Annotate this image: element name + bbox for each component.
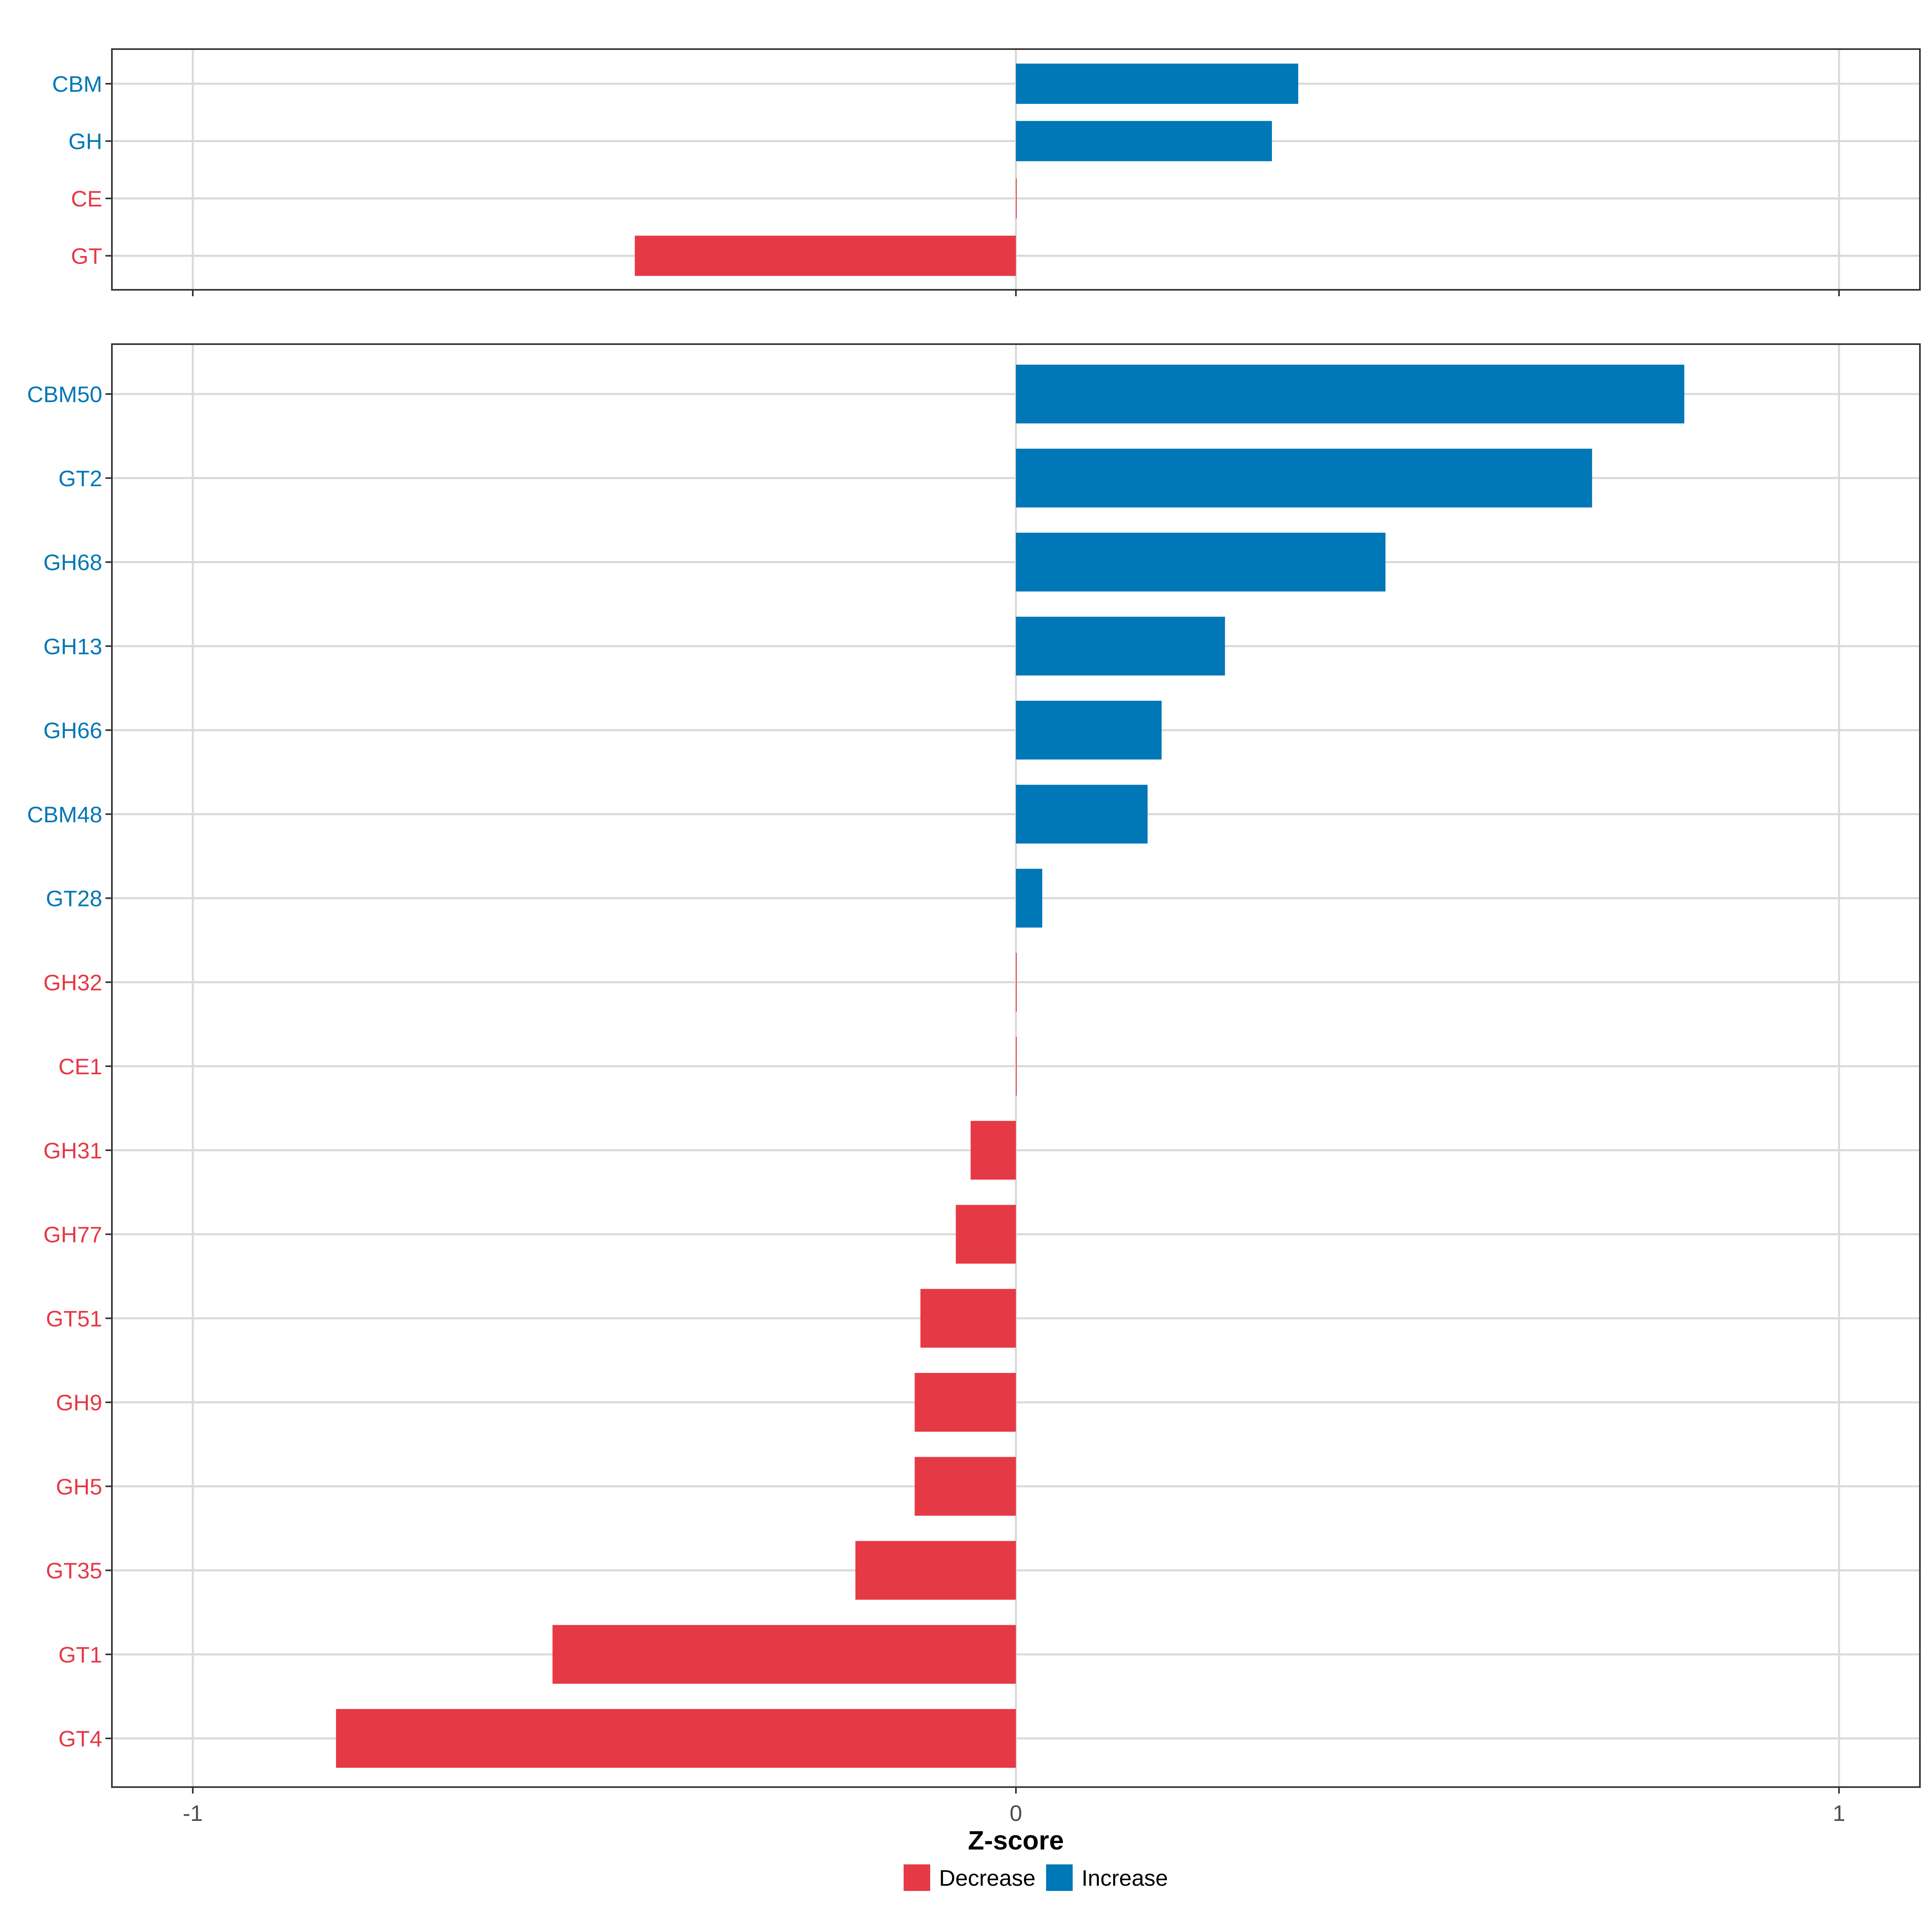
y-tick-label-gh31: GH31 [43, 1138, 102, 1163]
y-tick-label-gt51: GT51 [46, 1306, 102, 1331]
bar-gh68 [1016, 533, 1386, 592]
y-tick-label-cbm50: CBM50 [27, 382, 102, 407]
x-tick-label: 1 [1833, 1800, 1845, 1826]
y-tick-label-ce1: CE1 [58, 1054, 102, 1079]
bar-gt35 [855, 1541, 1016, 1600]
bar-gt28 [1016, 869, 1042, 928]
y-tick-label-gh9: GH9 [56, 1390, 102, 1415]
legend-swatch-increase [1046, 1864, 1073, 1891]
panel-bottom: CBM50 GT2 GH68 GH13 GH66 CBM48 GT28 GH32 CE1 GH31… [27, 343, 1921, 1826]
panel-top: CBM GH CE GT [52, 48, 1921, 296]
bar-gt51 [920, 1289, 1016, 1348]
y-tick-label-gh77: GH77 [43, 1222, 102, 1247]
bar-gh [1016, 121, 1272, 161]
bar-cbm48 [1016, 784, 1148, 844]
legend-swatch-decrease [904, 1864, 930, 1891]
bar-gt2 [1016, 448, 1592, 508]
y-tick-label-gh13: GH13 [43, 634, 102, 659]
legend: Decrease Increase [904, 1864, 1168, 1891]
y-tick-label-cbm48: CBM48 [27, 802, 102, 827]
bar-cbm [1016, 64, 1298, 104]
y-tick-label-gh: GH [68, 129, 102, 154]
y-tick-label-cbm: CBM [52, 71, 102, 97]
bar-gt4 [336, 1709, 1016, 1768]
y-tick-label-gh5: GH5 [56, 1474, 102, 1499]
bar-ce [1016, 178, 1017, 219]
legend-label-increase: Increase [1082, 1865, 1168, 1891]
bar-cbm50 [1016, 365, 1684, 423]
bar-gh77 [956, 1205, 1016, 1264]
bar-gt [635, 235, 1016, 276]
x-tick-label: 0 [1009, 1800, 1022, 1826]
y-tick-label-gt: GT [71, 244, 102, 269]
legend-item-decrease: Decrease [904, 1864, 1036, 1891]
y-tick-label-gt2: GT2 [58, 466, 102, 491]
y-tick-label-gt1: GT1 [58, 1642, 102, 1667]
y-tick-label-gt28: GT28 [46, 886, 102, 911]
bar-gh32 [1016, 953, 1017, 1012]
bar-gt1 [552, 1625, 1016, 1684]
legend-item-increase: Increase [1046, 1864, 1168, 1891]
y-tick-label-gh32: GH32 [43, 970, 102, 995]
bar-gh13 [1016, 617, 1225, 676]
bar-gh5 [914, 1457, 1016, 1516]
y-tick-label-gt4: GT4 [58, 1726, 102, 1751]
x-axis-title: Z-score [968, 1825, 1064, 1855]
bar-gh66 [1016, 701, 1162, 760]
bar-gh31 [970, 1121, 1016, 1180]
y-tick-label-gh68: GH68 [43, 550, 102, 575]
x-tick-label: -1 [183, 1800, 203, 1826]
y-tick-label-gh66: GH66 [43, 718, 102, 743]
y-tick-label-ce: CE [71, 186, 102, 211]
bar-ce1 [1016, 1037, 1017, 1096]
y-tick-label-gt35: GT35 [46, 1558, 102, 1583]
bar-gh9 [914, 1373, 1016, 1432]
legend-label-decrease: Decrease [939, 1865, 1036, 1891]
chart-panels: CBM GH CE GT CBM50 GT2 GH68 GH13 GH66 CBM48 GT28 GH… [27, 48, 1921, 1826]
